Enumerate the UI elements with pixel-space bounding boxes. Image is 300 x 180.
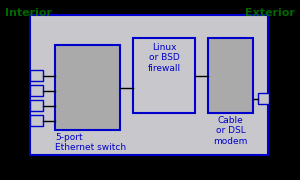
Bar	[258, 93, 269, 104]
Text: 5-port
Ethernet switch: 5-port Ethernet switch	[55, 133, 126, 152]
Bar	[30, 70, 43, 81]
Bar	[30, 115, 43, 126]
Bar	[30, 15, 268, 155]
Text: Exterior: Exterior	[245, 8, 295, 18]
Text: Interior: Interior	[5, 8, 52, 18]
Text: Linux
or BSD
firewall: Linux or BSD firewall	[147, 43, 181, 73]
Bar	[30, 85, 43, 96]
Text: Cable
or DSL
modem: Cable or DSL modem	[213, 116, 248, 146]
Bar	[133, 38, 195, 113]
Bar	[30, 100, 43, 111]
Bar	[208, 38, 253, 113]
Bar	[55, 45, 120, 130]
